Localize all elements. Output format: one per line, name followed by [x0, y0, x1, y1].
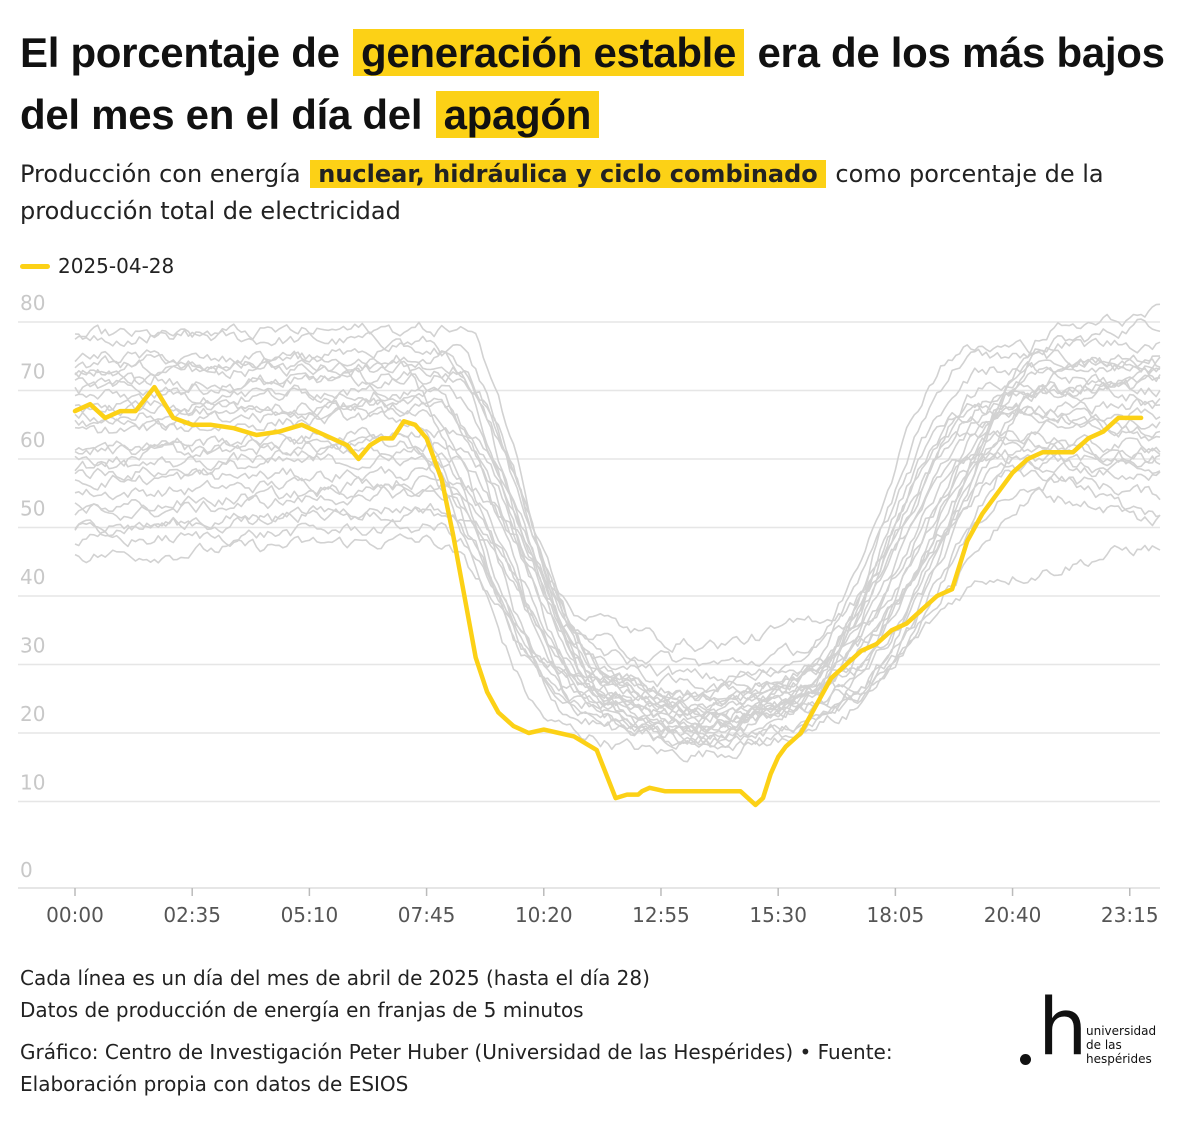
note-source: Gráfico: Centro de Investigación Peter H… [20, 1040, 893, 1096]
y-tick-label: 20 [20, 702, 45, 726]
y-tick-label: 50 [20, 497, 45, 521]
legend-label: 2025-04-28 [58, 254, 175, 278]
background-day-line [74, 443, 1161, 699]
x-tick-label: 02:35 [163, 903, 221, 927]
logo-line-2: de las [1086, 1038, 1122, 1052]
note-days: Cada línea es un día del mes de abril de… [20, 966, 650, 990]
x-tick-label: 15:30 [749, 903, 807, 927]
background-day-line [74, 367, 1161, 734]
legend-swatch [20, 263, 50, 269]
highlight-line-2025-04-28 [72, 384, 1144, 808]
logo-h-mark: h [1038, 983, 1088, 1073]
background-day-line [74, 402, 1161, 713]
background-day-line [74, 348, 1161, 718]
x-tick-label: 00:00 [46, 903, 104, 927]
background-day-line [74, 533, 1161, 749]
x-tick-label: 05:10 [281, 903, 339, 927]
x-tick-label: 07:45 [398, 903, 456, 927]
subtitle-text-2: como porcentaje de la producción total d… [20, 160, 1104, 225]
chart-title: El porcentaje de generación estable era … [20, 22, 1180, 146]
title-text-1: El porcentaje de [20, 29, 352, 76]
y-tick-label: 30 [20, 634, 45, 658]
x-axis-ticks: 00:00 02:35 05:10 07:45 10:20 12:55 15:30 18:05… [46, 888, 1159, 927]
background-day-line [74, 366, 1161, 702]
y-tick-label: 80 [20, 291, 45, 315]
y-tick-label: 0 [20, 858, 33, 882]
background-day-line [74, 402, 1161, 734]
x-tick-label: 12:55 [632, 903, 690, 927]
chart-subtitle: Producción con energía nuclear, hidráuli… [20, 156, 1180, 230]
logo-wordmark: universidad de las hespérides [1086, 1024, 1156, 1066]
background-series [74, 303, 1161, 763]
legend: 2025-04-28 [20, 254, 174, 278]
logo-line-1: universidad [1086, 1024, 1157, 1038]
highlight-series-layer [72, 384, 1144, 808]
logo-dot-icon [1020, 1054, 1031, 1065]
title-highlight-stable: generación estable [353, 29, 745, 76]
x-tick-label: 18:05 [867, 903, 925, 927]
university-logo: h universidad de las hespérides [1016, 988, 1176, 1072]
background-day-line [74, 350, 1161, 712]
background-day-line [74, 374, 1161, 750]
background-day-line [74, 430, 1161, 740]
x-tick-label: 10:20 [515, 903, 573, 927]
chart-notes: Cada línea es un día del mes de abril de… [20, 962, 1000, 1100]
y-tick-label: 70 [20, 360, 45, 384]
background-day-line [74, 354, 1160, 667]
background-day-line [74, 472, 1161, 725]
subtitle-text-1: Producción con energía [20, 160, 309, 188]
y-tick-label: 40 [20, 565, 45, 589]
grid-lines [18, 321, 1160, 889]
x-tick-label: 23:15 [1101, 903, 1159, 927]
background-day-line [74, 318, 1161, 705]
title-highlight-blackout: apagón [435, 91, 600, 138]
subtitle-highlight: nuclear, hidráulica y ciclo combinado [310, 160, 826, 188]
background-day-line [74, 406, 1161, 724]
background-day-line [74, 303, 1161, 723]
y-axis-ticks: 0 10 20 30 40 50 60 70 80 [20, 291, 45, 882]
logo-line-3: hespérides [1086, 1052, 1152, 1066]
y-tick-label: 60 [20, 428, 45, 452]
x-tick-label: 20:40 [984, 903, 1042, 927]
note-interval: Datos de producción de energía en franja… [20, 998, 584, 1022]
background-day-line [74, 366, 1161, 684]
background-day-line [74, 449, 1161, 723]
line-chart: 0 10 20 30 40 50 60 70 80 00:00 02:35 05:10 07:45 10… [18, 291, 1161, 927]
y-tick-label: 10 [20, 771, 45, 795]
title-text-2: era de los más bajos del mes en el día d… [20, 29, 1165, 138]
background-day-line [74, 374, 1161, 653]
background-day-line [74, 337, 1161, 694]
